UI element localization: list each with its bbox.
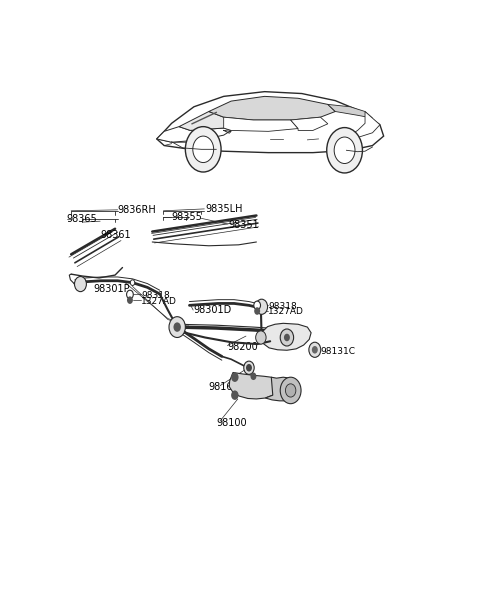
Text: 98318: 98318: [141, 291, 170, 300]
Circle shape: [185, 126, 221, 172]
Polygon shape: [179, 112, 253, 130]
Circle shape: [280, 377, 301, 403]
Circle shape: [254, 307, 260, 315]
Polygon shape: [265, 377, 299, 401]
Text: 98131C: 98131C: [321, 347, 355, 356]
Circle shape: [286, 384, 296, 397]
Circle shape: [334, 137, 355, 163]
Text: 98355: 98355: [172, 212, 203, 222]
Circle shape: [246, 364, 252, 371]
Text: 9836RH: 9836RH: [118, 205, 156, 215]
Text: 98361: 98361: [100, 230, 131, 240]
Circle shape: [256, 331, 266, 344]
Text: 98301D: 98301D: [193, 305, 231, 315]
Circle shape: [169, 317, 185, 338]
Circle shape: [130, 280, 135, 286]
Polygon shape: [350, 112, 380, 138]
Circle shape: [284, 333, 290, 341]
Circle shape: [74, 276, 86, 292]
Circle shape: [127, 297, 133, 304]
Circle shape: [312, 346, 318, 354]
Text: 98365: 98365: [67, 214, 97, 224]
Text: 98200: 98200: [228, 342, 258, 352]
Circle shape: [280, 329, 294, 346]
Polygon shape: [261, 324, 311, 350]
Text: 98318: 98318: [268, 302, 297, 311]
Polygon shape: [290, 117, 328, 130]
Text: 1327AD: 1327AD: [268, 308, 304, 316]
Circle shape: [231, 391, 239, 400]
Circle shape: [254, 301, 261, 309]
Circle shape: [231, 373, 239, 382]
Text: 98160C: 98160C: [208, 382, 245, 392]
Circle shape: [327, 128, 362, 173]
Circle shape: [244, 361, 254, 375]
Circle shape: [256, 299, 267, 314]
Text: 98351: 98351: [228, 220, 259, 230]
Text: 1327AD: 1327AD: [141, 297, 177, 306]
Text: 98100: 98100: [216, 418, 247, 427]
Polygon shape: [328, 104, 372, 118]
Polygon shape: [229, 373, 279, 399]
Circle shape: [309, 342, 321, 357]
Polygon shape: [156, 126, 231, 142]
Circle shape: [173, 322, 181, 332]
Circle shape: [127, 290, 133, 299]
Circle shape: [251, 373, 256, 380]
Circle shape: [193, 136, 214, 163]
Polygon shape: [156, 91, 384, 153]
Polygon shape: [224, 117, 298, 131]
Text: 9835LH: 9835LH: [205, 204, 242, 214]
Text: 98301P: 98301P: [94, 284, 130, 293]
Polygon shape: [209, 96, 335, 120]
